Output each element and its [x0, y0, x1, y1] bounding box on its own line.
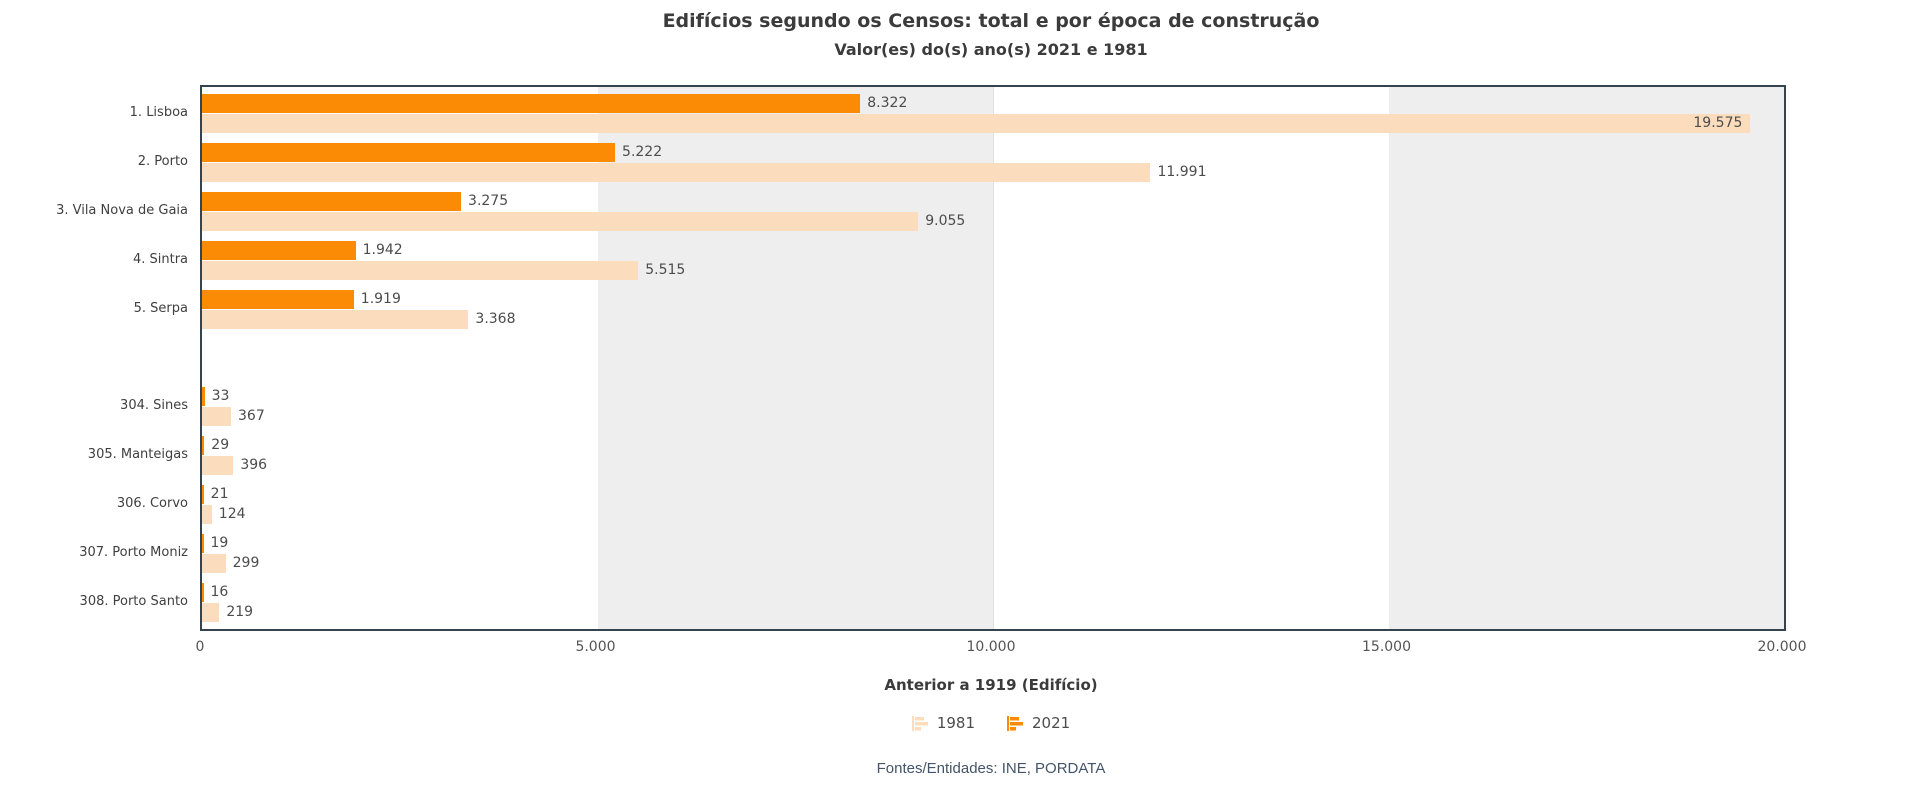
bar-2021-row-2[interactable]: [202, 192, 462, 211]
chart-title: Edifícios segundo os Censos: total e por…: [662, 10, 1320, 32]
bar-value-label: 21: [210, 486, 229, 502]
bar-1981-row-2[interactable]: [202, 212, 919, 231]
category-label: 307. Porto Moniz: [79, 545, 188, 560]
bar-value-label: 5.222: [622, 144, 663, 160]
bar-series-icon: [1007, 715, 1023, 731]
bar-2021-row-9[interactable]: [202, 583, 204, 602]
bar-2021-row-4[interactable]: [202, 290, 354, 309]
bar-value-label: 33: [211, 388, 230, 404]
bar-series-icon: [911, 715, 928, 731]
bar-value-label: 9.055: [925, 213, 966, 229]
bar-value-label: 5.515: [645, 262, 686, 278]
bar-value-label: 3.275: [468, 193, 509, 209]
bar-2021-row-8[interactable]: [202, 534, 204, 553]
x-tick-label: 5.000: [575, 639, 616, 655]
bar-1981-row-7[interactable]: [202, 505, 212, 524]
x-axis-title: Anterior a 1919 (Edifício): [884, 676, 1098, 694]
bar-2021-row-1[interactable]: [202, 143, 616, 162]
bar-value-label: 29: [211, 437, 230, 453]
bar-value-label: 1.942: [362, 242, 403, 258]
x-tick-label: 0: [195, 639, 205, 655]
bar-value-label: 19: [210, 535, 229, 551]
bar-2021-row-0[interactable]: [202, 94, 861, 113]
bar-value-label: 16: [210, 584, 229, 600]
bar-1981-row-6[interactable]: [202, 456, 234, 475]
x-tick-label: 10.000: [966, 639, 1016, 655]
bar-1981-row-4[interactable]: [202, 310, 469, 329]
x-tick-label: 15.000: [1362, 639, 1411, 655]
category-label: 5. Serpa: [133, 301, 188, 316]
bar-2021-row-3[interactable]: [202, 241, 356, 260]
bar-value-label: 11.991: [1157, 164, 1207, 180]
bar-1981-row-1[interactable]: [202, 163, 1151, 182]
bar-value-label: 19.575: [1693, 115, 1743, 131]
bar-2021-row-6[interactable]: [202, 436, 205, 455]
plot-area: 1. Lisboa 8.322 19.575 2. Porto 5.222 11.991 3…: [56, 85, 1786, 631]
legend-label: 1981: [936, 714, 975, 732]
bar-value-label: 124: [218, 506, 246, 522]
legend-label: 2021: [1032, 714, 1071, 732]
bar-value-label: 1.919: [360, 291, 401, 307]
bar-value-label: 3.368: [475, 311, 516, 327]
chart-subtitle: Valor(es) do(s) ano(s) 2021 e 1981: [834, 40, 1148, 59]
category-label: 4. Sintra: [132, 252, 188, 267]
category-label: 3. Vila Nova de Gaia: [56, 203, 188, 218]
bar-1981-row-9[interactable]: [202, 603, 220, 622]
bar-value-label: 219: [226, 604, 254, 620]
plot-band: [1388, 87, 1784, 629]
x-tick-label: 20.000: [1757, 639, 1807, 655]
footer-source: Fontes/Entidades: INE, PORDATA: [876, 760, 1106, 777]
legend-item-1981[interactable]: 1981: [911, 714, 975, 732]
category-label: 1. Lisboa: [129, 105, 188, 120]
category-label: 2. Porto: [137, 154, 188, 169]
bar-1981-row-8[interactable]: [202, 554, 226, 573]
legend: 1981 2021: [200, 714, 1782, 732]
category-label: 304. Sines: [120, 398, 188, 413]
legend-item-2021[interactable]: 2021: [1007, 714, 1070, 732]
bar-value-label: 367: [238, 408, 265, 424]
bar-2021-row-7[interactable]: [202, 485, 204, 504]
bar-1981-row-3[interactable]: [202, 261, 639, 280]
bar-2021-row-5[interactable]: [202, 387, 205, 406]
bar-value-label: 396: [240, 457, 268, 473]
bar-1981-row-0[interactable]: [202, 114, 1751, 133]
category-label: 308. Porto Santo: [79, 594, 188, 609]
category-label: 306. Corvo: [116, 496, 188, 511]
bar-value-label: 8.322: [867, 95, 908, 111]
bar-1981-row-5[interactable]: [202, 407, 232, 426]
category-label: 305. Manteigas: [87, 447, 188, 462]
x-axis: 0 5.000 10.000 15.000 20.000: [196, 639, 1807, 657]
bar-value-label: 299: [232, 555, 260, 571]
